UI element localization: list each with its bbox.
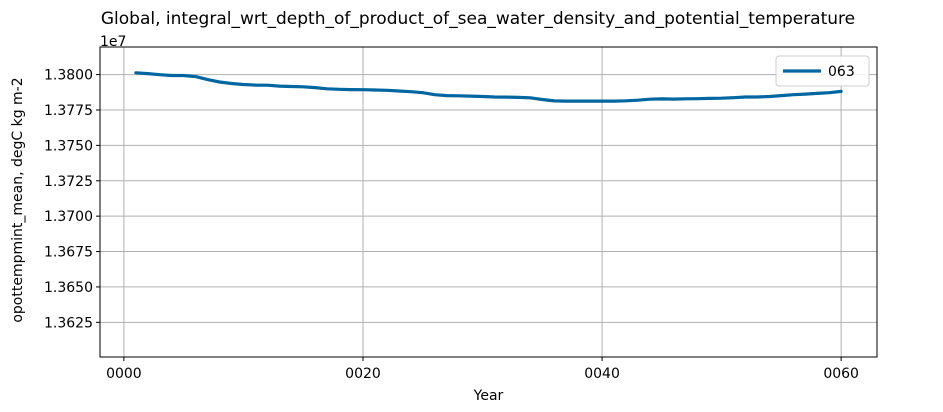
y-tick-label: 1.3775 — [44, 103, 93, 119]
legend-box — [775, 55, 870, 87]
x-tick-label: 0040 — [584, 366, 620, 382]
y-tick-label: 1.3675 — [44, 245, 93, 261]
plot-area — [134, 71, 843, 103]
chart-title: Global, integral_wrt_depth_of_product_of… — [101, 9, 855, 29]
x-axis-label: Year — [473, 388, 504, 404]
x-tick-label: 0060 — [823, 366, 859, 382]
y-tick-label: 1.3750 — [44, 138, 93, 154]
legend: 063 — [775, 55, 870, 87]
x-axis-ticks: 0000 0020 0040 0060 — [106, 357, 859, 382]
y-tick-label: 1.3625 — [44, 315, 93, 331]
y-axis-ticks: 1.3625 1.3650 1.3675 1.3700 1.3725 1.3750 1.37… — [44, 68, 100, 331]
y-offset-text: 1e7 — [100, 34, 126, 50]
y-tick-label: 1.3800 — [44, 68, 93, 84]
x-tick-label: 0000 — [106, 366, 142, 382]
axes-frame — [99, 46, 878, 358]
y-axis-label: opottempmint_mean, degC kg m-2 — [10, 77, 26, 322]
series-line-063 — [134, 71, 843, 103]
grid-lines — [100, 47, 877, 357]
y-tick-label: 1.3650 — [44, 280, 93, 296]
x-tick-label: 0020 — [345, 366, 381, 382]
y-tick-label: 1.3700 — [44, 209, 93, 225]
y-tick-label: 1.3725 — [44, 174, 93, 190]
legend-label: 063 — [828, 64, 855, 80]
